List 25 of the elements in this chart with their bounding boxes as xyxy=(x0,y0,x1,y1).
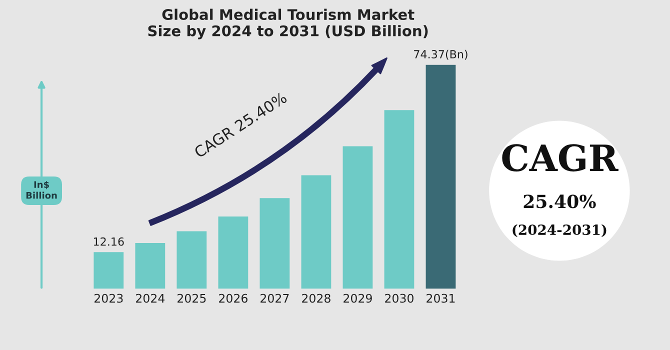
x-tick-label: 2028 xyxy=(302,294,330,303)
x-tick-label: 2026 xyxy=(219,294,248,303)
text: CAGR xyxy=(502,144,618,172)
chart-title: Global Medical Tourism Market Size by 2024 to 2031 (USD Billion) xyxy=(148,8,428,40)
bar xyxy=(384,110,414,289)
text: (2024-2031) xyxy=(512,224,606,237)
x-tick-label: 2027 xyxy=(260,294,289,303)
x-tick-label: 2031 xyxy=(426,294,455,303)
bar xyxy=(135,242,166,289)
x-tick-label: 2025 xyxy=(178,294,206,303)
x-tick-label: 2024 xyxy=(136,294,165,303)
y-axis-title: In$ Billion xyxy=(26,180,57,199)
bar xyxy=(176,231,207,289)
bar xyxy=(260,198,290,289)
bar xyxy=(94,252,124,289)
bar xyxy=(342,146,373,289)
data-label: 12.16 xyxy=(94,237,124,246)
x-tick-label: 2030 xyxy=(385,294,414,303)
bar xyxy=(301,175,332,289)
x-tick-label: 2029 xyxy=(344,294,372,303)
x-tick-label: 2023 xyxy=(94,294,123,303)
data-label: 74.37(Bn) xyxy=(414,50,468,60)
bar xyxy=(218,216,248,289)
bar xyxy=(426,64,456,289)
text: 25.40% xyxy=(524,194,596,208)
